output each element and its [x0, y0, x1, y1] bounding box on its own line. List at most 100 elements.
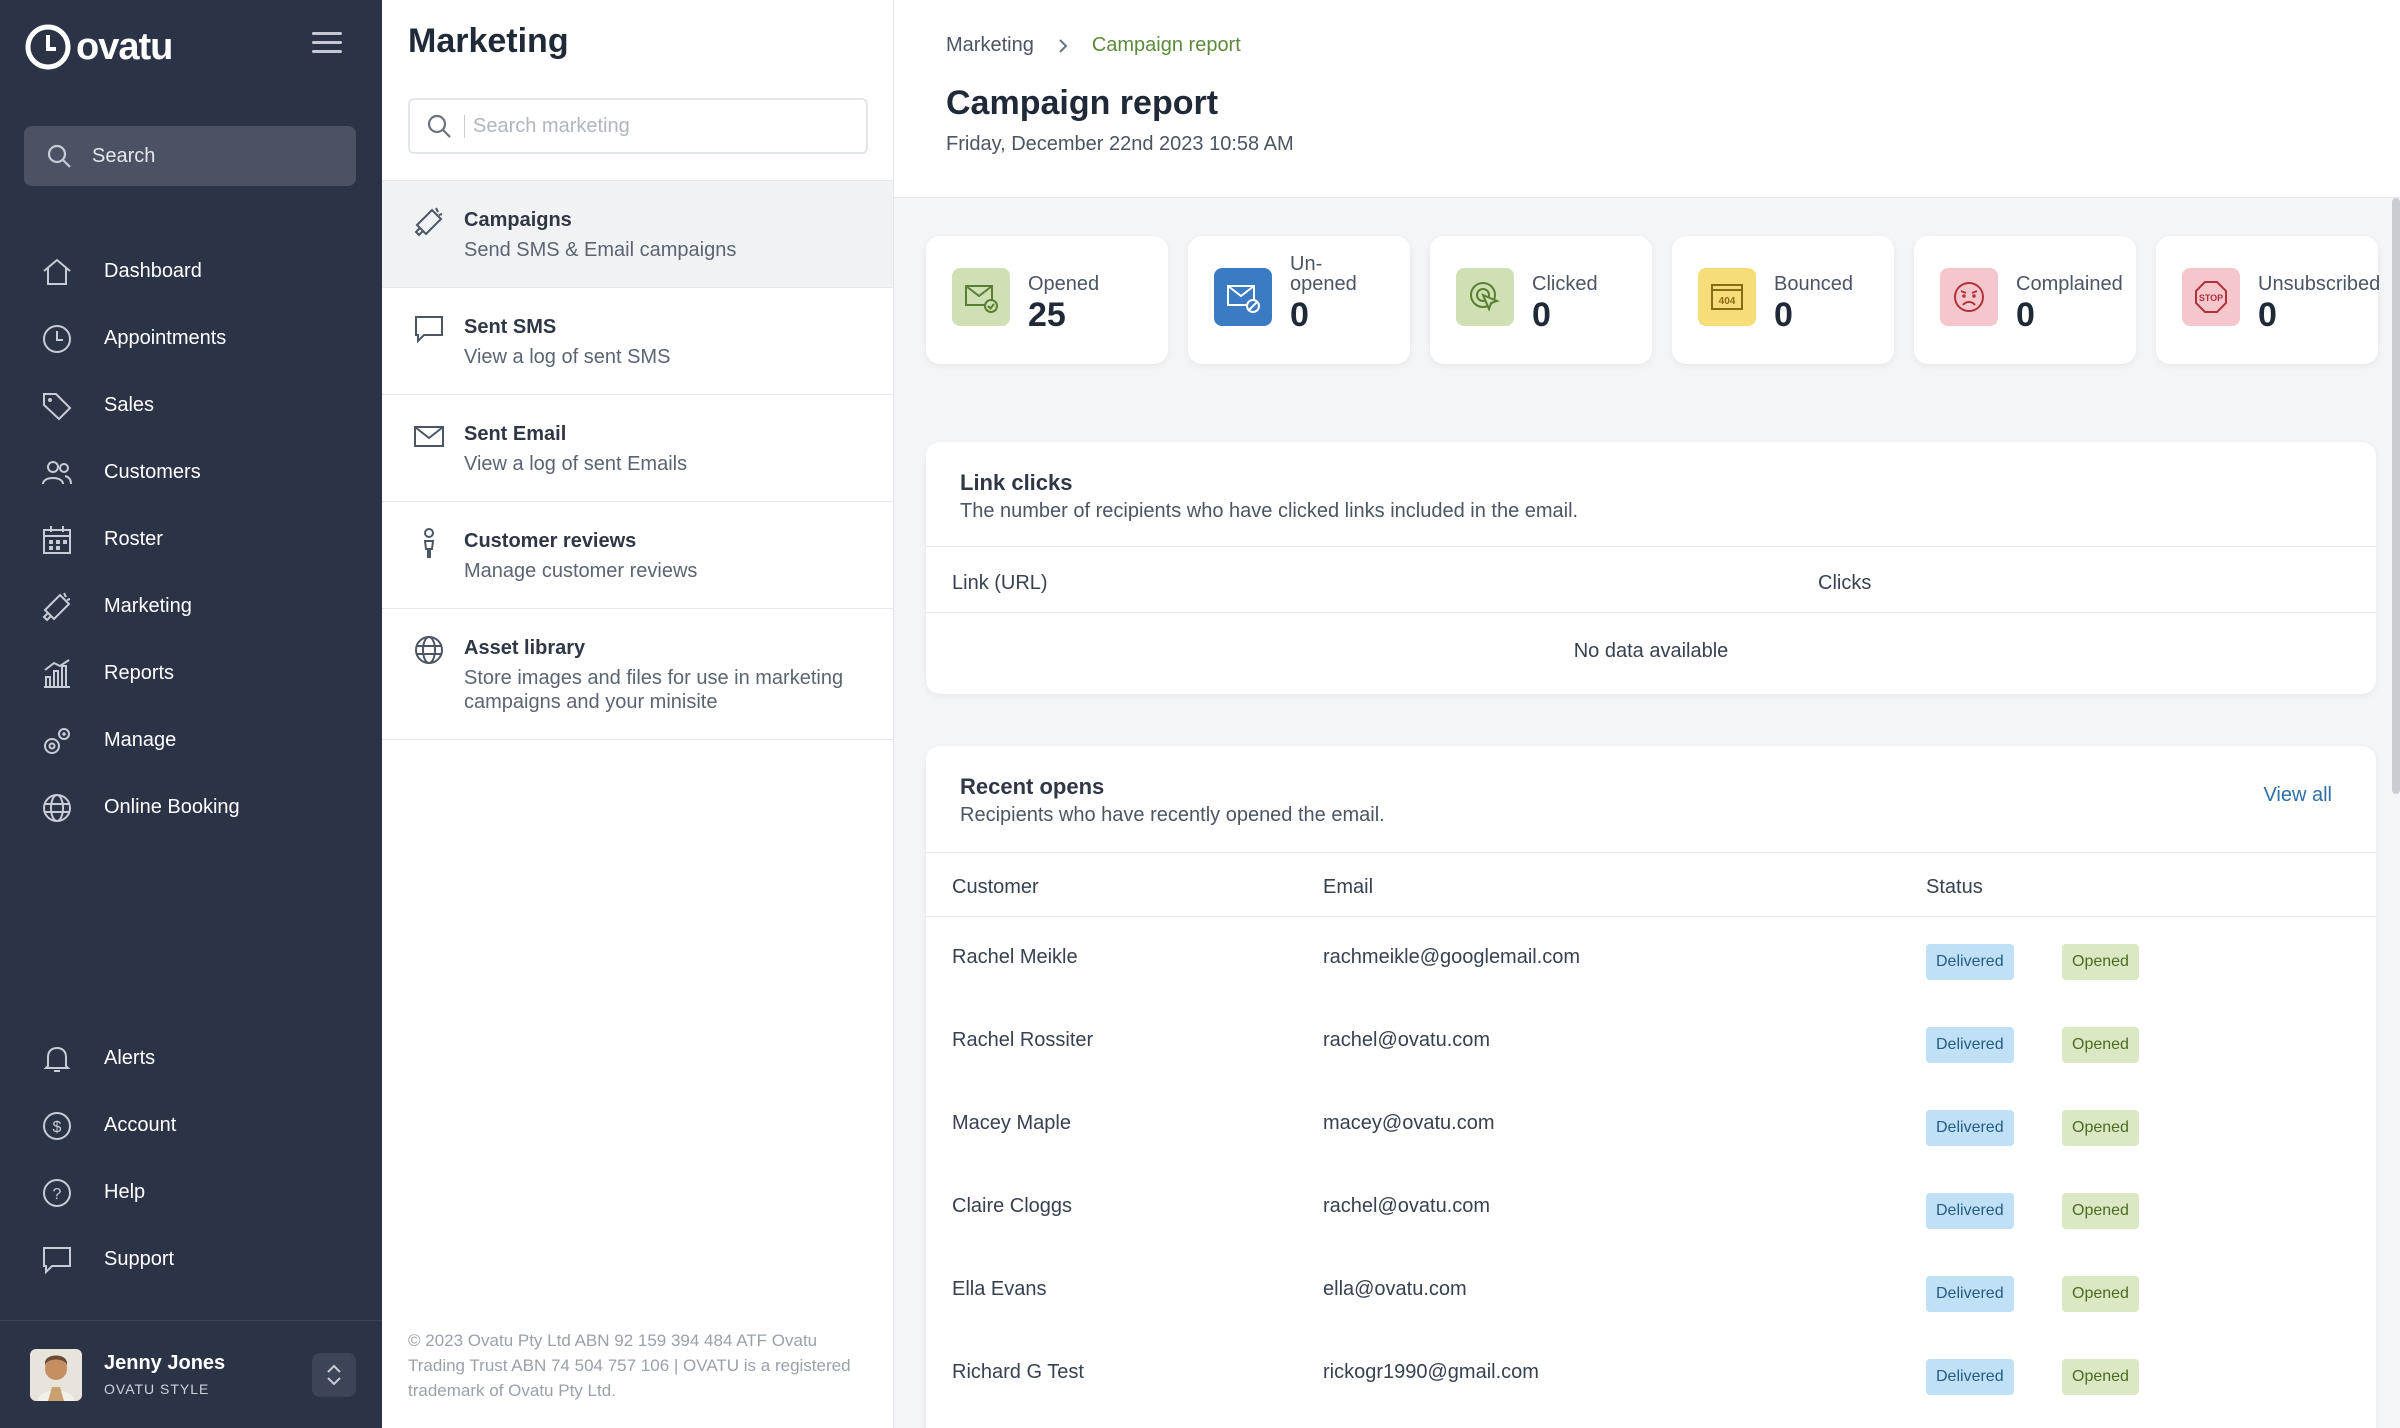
nav-item-label: Customers: [104, 461, 201, 483]
nav-item-label: Dashboard: [104, 260, 202, 282]
table-row[interactable]: Ella Evans ella@ovatu.com Delivered Open…: [926, 1250, 2376, 1333]
panel-item-title: Campaigns: [464, 209, 572, 231]
nav-item-customers[interactable]: Customers: [0, 439, 382, 506]
nav-item-online-booking[interactable]: Online Booking: [0, 774, 382, 841]
status-badge-delivered: Delivered: [1926, 1276, 2014, 1312]
table-row[interactable]: Richard G Test rickogr1990@gmail.com Del…: [926, 1333, 2376, 1416]
nav-item-label: Appointments: [104, 327, 227, 349]
user-organization: OVATU STYLE: [104, 1381, 210, 1397]
stat-card-complained: Complained 0: [1914, 236, 2136, 364]
nav-item-account[interactable]: $ Account: [0, 1092, 382, 1159]
angry-face-icon: [1954, 282, 1984, 312]
stat-label: Un- opened: [1290, 253, 1357, 295]
svg-text:404: 404: [1719, 296, 1736, 307]
status-badge-delivered: Delivered: [1926, 1110, 2014, 1146]
column-header-link[interactable]: Link (URL): [952, 572, 1048, 594]
marketing-panel: Marketing Campaigns Send SMS & Email cam…: [382, 0, 894, 1428]
nav-item-alerts[interactable]: Alerts: [0, 1025, 382, 1092]
panel-item-customer-reviews[interactable]: Customer reviews Manage customer reviews: [382, 502, 893, 609]
nav-item-label: Account: [104, 1114, 177, 1136]
mail-check-icon: [965, 285, 998, 313]
customer-name: Rachel Rossiter: [952, 1029, 1094, 1051]
table-row[interactable]: Rachel Rossiter rachel@ovatu.com Deliver…: [926, 1001, 2376, 1084]
stat-label: Complained: [2016, 273, 2123, 295]
nav-item-support[interactable]: Support: [0, 1226, 382, 1293]
home-icon: [43, 258, 71, 285]
table-row[interactable]: Rachel Meikle rachmeikle@googlemail.com …: [926, 918, 2376, 1001]
nav-item-roster[interactable]: Roster: [0, 506, 382, 573]
user-menu-toggle[interactable]: [312, 1353, 356, 1397]
divider: [926, 916, 2376, 917]
panel-item-title: Asset library: [464, 637, 586, 659]
user-profile[interactable]: Jenny Jones OVATU STYLE: [0, 1320, 382, 1428]
brand-logo[interactable]: ovatu: [24, 22, 173, 72]
main-sidebar: ovatu Search Dashboard Appointments Sale…: [0, 0, 382, 1428]
hamburger-menu-icon[interactable]: [312, 32, 342, 58]
view-all-link[interactable]: View all: [2263, 784, 2332, 806]
nav-item-sales[interactable]: Sales: [0, 372, 382, 439]
sidebar-search[interactable]: Search: [24, 126, 356, 186]
divider: [926, 546, 2376, 547]
search-marketing-input[interactable]: [464, 114, 864, 138]
empty-state-text: No data available: [1573, 640, 1729, 662]
nav-item-label: Online Booking: [104, 796, 240, 818]
divider: [926, 852, 2376, 853]
nav-item-appointments[interactable]: Appointments: [0, 305, 382, 372]
vertical-scrollbar[interactable]: [2392, 198, 2400, 794]
column-header-email[interactable]: Email: [1323, 876, 1374, 898]
bar-chart-icon: [44, 658, 70, 688]
nav-item-label: Alerts: [104, 1047, 156, 1069]
status-badge-opened: Opened: [2062, 944, 2139, 980]
dollar-icon: $: [43, 1111, 71, 1140]
table-row[interactable]: Macey Maple macey@ovatu.com Delivered Op…: [926, 1084, 2376, 1167]
panel-item-title: Sent SMS: [464, 316, 557, 338]
breadcrumb-root-link[interactable]: Marketing: [946, 34, 1034, 56]
brand-name: ovatu: [76, 25, 173, 68]
nav-item-help[interactable]: ? Help: [0, 1159, 382, 1226]
nav-item-manage[interactable]: Manage: [0, 707, 382, 774]
panel-item-sent-sms[interactable]: Sent SMS View a log of sent SMS: [382, 288, 893, 395]
sidebar-search-label: Search: [92, 144, 156, 167]
stat-icon-bg: STOP: [2182, 268, 2240, 326]
logo-clock-icon: [25, 24, 71, 70]
panel-item-campaigns[interactable]: Campaigns Send SMS & Email campaigns: [382, 181, 893, 288]
status-badge-opened: Opened: [2062, 1027, 2139, 1063]
report-date: Friday, December 22nd 2023 10:58 AM: [946, 133, 1294, 155]
status-badge-delivered: Delivered: [1926, 1027, 2014, 1063]
stop-sign-icon: STOP: [2195, 281, 2227, 313]
column-header-clicks[interactable]: Clicks: [1818, 572, 1872, 594]
card-title: Link clicks: [960, 470, 1073, 495]
search-icon: [47, 144, 71, 168]
nav-item-label: Manage: [104, 729, 177, 751]
panel-item-sent-email[interactable]: Sent Email View a log of sent Emails: [382, 395, 893, 502]
table-row[interactable]: Claire Cloggs rachel@ovatu.com Delivered…: [926, 1167, 2376, 1250]
nav-item-marketing[interactable]: Marketing: [0, 573, 382, 640]
stat-icon-bg: [952, 268, 1010, 326]
globe-icon: [415, 636, 443, 664]
megaphone-icon: [42, 592, 71, 621]
column-header-customer[interactable]: Customer: [952, 876, 1039, 898]
panel-item-asset-library[interactable]: Asset library Store images and files for…: [382, 609, 893, 740]
card-subtitle: The number of recipients who have clicke…: [960, 500, 1579, 522]
panel-item-subtitle: View a log of sent Emails: [464, 453, 688, 475]
users-icon: [42, 460, 72, 484]
globe-icon: [43, 793, 71, 822]
stat-value: 0: [1774, 296, 1793, 334]
customer-email: ella@ovatu.com: [1323, 1278, 1467, 1300]
stat-value: 0: [1532, 296, 1551, 334]
status-badge-opened: Opened: [2062, 1193, 2139, 1229]
nav-item-label: Support: [104, 1248, 175, 1270]
status-badge-delivered: Delivered: [1926, 1359, 2014, 1395]
panel-search[interactable]: [408, 98, 868, 154]
divider: [926, 612, 2376, 613]
nav-item-reports[interactable]: Reports: [0, 640, 382, 707]
customer-name: Ella Evans: [952, 1278, 1047, 1300]
panel-item-subtitle: Manage customer reviews: [464, 560, 698, 582]
chat-icon: [43, 1246, 71, 1274]
stat-card-opened: Opened 25: [926, 236, 1168, 364]
column-header-status[interactable]: Status: [1926, 876, 1983, 898]
link-clicks-card: Link clicks The number of recipients who…: [926, 442, 2376, 694]
stat-label: Bounced: [1774, 273, 1853, 295]
marketing-nav: Campaigns Send SMS & Email campaigns Sen…: [382, 180, 893, 740]
nav-item-dashboard[interactable]: Dashboard: [0, 238, 382, 305]
